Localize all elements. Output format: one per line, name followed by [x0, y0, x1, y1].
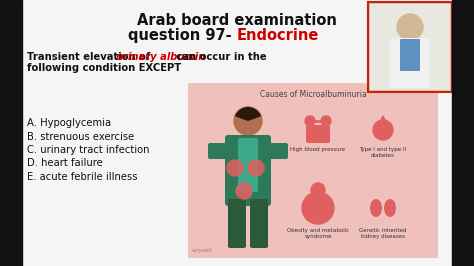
Ellipse shape: [384, 199, 396, 217]
FancyBboxPatch shape: [306, 125, 330, 143]
Text: E. acute febrile illness: E. acute febrile illness: [27, 172, 137, 182]
Circle shape: [236, 183, 252, 199]
FancyBboxPatch shape: [228, 199, 246, 248]
Text: Genetic inherited
kidney diseases: Genetic inherited kidney diseases: [359, 228, 407, 239]
FancyBboxPatch shape: [238, 138, 258, 192]
Ellipse shape: [370, 199, 382, 217]
Text: question 97-: question 97-: [128, 28, 237, 43]
Text: following condition EXCEPT: following condition EXCEPT: [27, 63, 181, 73]
Circle shape: [305, 116, 315, 126]
Text: can occur in the: can occur in the: [173, 52, 267, 62]
Text: Arab board examination: Arab board examination: [137, 13, 337, 28]
Circle shape: [311, 183, 325, 197]
Bar: [452, 0, 474, 266]
Polygon shape: [376, 116, 390, 130]
Text: D. heart failure: D. heart failure: [27, 159, 103, 168]
FancyBboxPatch shape: [400, 39, 420, 71]
FancyBboxPatch shape: [208, 143, 230, 159]
Text: Obesity and metabolic
syndrome: Obesity and metabolic syndrome: [287, 228, 349, 239]
FancyBboxPatch shape: [266, 143, 288, 159]
Wedge shape: [235, 107, 261, 121]
Bar: [370, 4, 450, 90]
Circle shape: [321, 116, 331, 126]
Text: urinary albumin: urinary albumin: [116, 52, 205, 62]
Circle shape: [397, 14, 423, 40]
Text: C. urinary tract infection: C. urinary tract infection: [27, 145, 149, 155]
Text: A. Hypoglycemia: A. Hypoglycemia: [27, 118, 111, 128]
Text: Transient elevation of: Transient elevation of: [27, 52, 154, 62]
Text: High blood pressure: High blood pressure: [291, 147, 346, 152]
Text: B. strenuous exercise: B. strenuous exercise: [27, 131, 134, 142]
Bar: [0, 0, 22, 266]
FancyBboxPatch shape: [390, 38, 430, 88]
Bar: [368, 2, 452, 92]
FancyBboxPatch shape: [225, 135, 271, 206]
Circle shape: [248, 160, 264, 176]
Text: Causes of Microalbuminuria: Causes of Microalbuminuria: [260, 90, 366, 99]
Circle shape: [373, 120, 393, 140]
Text: Type I and type II
diabetes: Type I and type II diabetes: [359, 147, 407, 158]
Circle shape: [227, 160, 243, 176]
Text: Endocrine: Endocrine: [237, 28, 319, 43]
Bar: [188, 83, 438, 258]
Text: verywell: verywell: [192, 248, 212, 253]
Circle shape: [234, 107, 262, 135]
FancyBboxPatch shape: [250, 199, 268, 248]
Circle shape: [302, 192, 334, 224]
